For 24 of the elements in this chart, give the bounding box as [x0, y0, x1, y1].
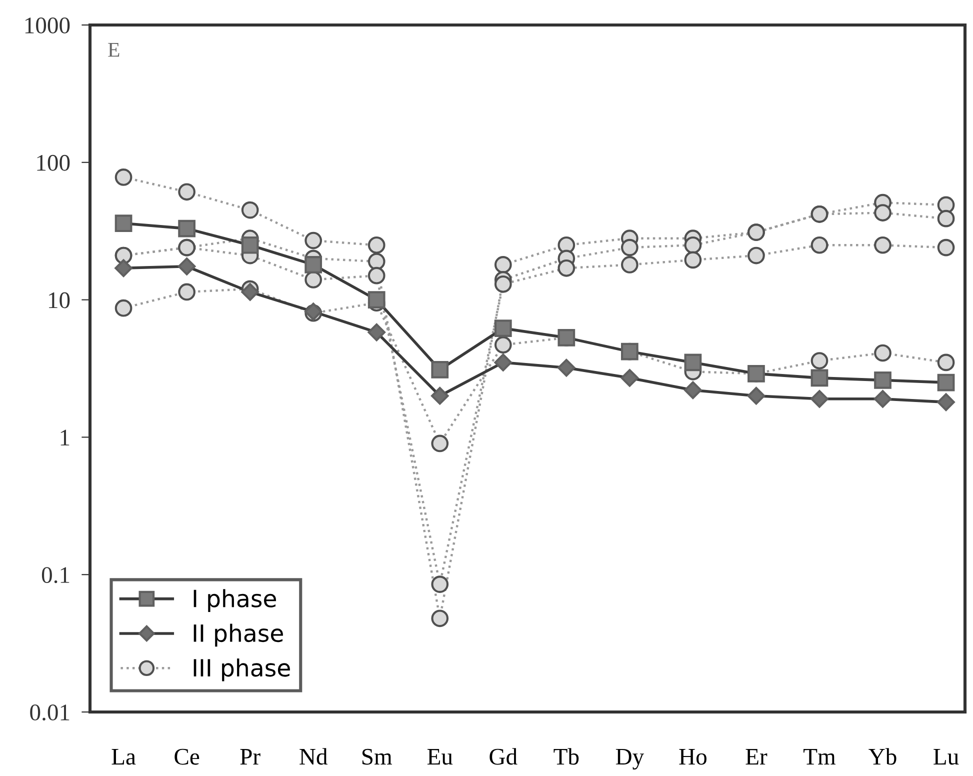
legend-label: II phase	[194, 624, 283, 647]
x-tick-label: Gd	[490, 748, 518, 765]
y-tick-label: 1000	[25, 17, 70, 34]
y-tick-label: 0.1	[42, 567, 70, 584]
x-tick-label: Nd	[300, 748, 328, 765]
x-tick-label: La	[112, 749, 136, 765]
x-tick-label: Dy	[616, 748, 644, 770]
x-tick-label: Er	[746, 749, 768, 764]
x-tick-label: Pr	[240, 749, 260, 764]
legend-label: I phase	[194, 589, 276, 612]
annotation: E	[108, 42, 120, 57]
x-tick-label: Tb	[554, 748, 579, 765]
x-tick-label: Yb	[868, 748, 896, 765]
x-tick-label: Eu	[427, 749, 453, 765]
y-tick-label: 10	[49, 292, 70, 308]
y-tick-label: 0.01	[30, 704, 70, 721]
x-tick-label: Tm	[804, 749, 836, 764]
legend-label: III phase	[194, 658, 290, 682]
y-tick-label: 1	[60, 430, 70, 446]
x-tick-label: Ho	[679, 749, 706, 765]
x-tick-label: Lu	[934, 749, 959, 765]
x-tick-label: Ce	[174, 748, 200, 765]
y-tick-label: 100	[37, 154, 70, 171]
x-tick-label: Sm	[362, 748, 392, 765]
